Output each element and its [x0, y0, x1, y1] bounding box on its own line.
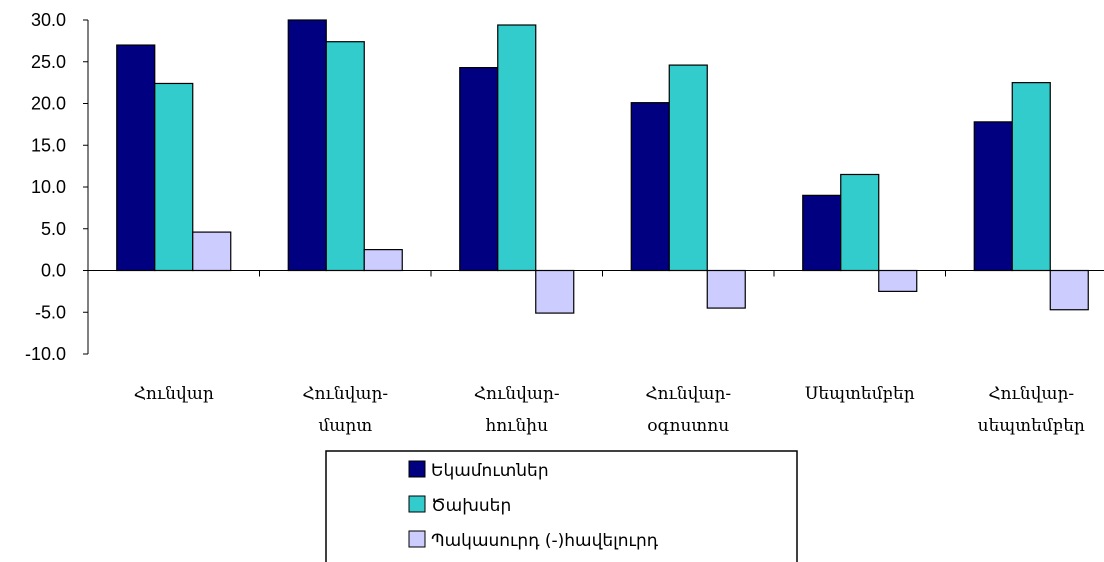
legend-swatch	[408, 530, 426, 548]
x-category-label: Հունվար-	[645, 384, 731, 404]
y-tick-label: 30.0	[31, 10, 66, 30]
bar-1-2	[287, 19, 327, 272]
x-axis-labels: Հունվար Հունվար-մարտ Հունվար-հունիս Հունվար…	[134, 384, 1085, 436]
bar-3-3	[535, 269, 575, 314]
x-category-label: մարտ	[318, 416, 372, 436]
y-tick-label: 15.0	[31, 135, 66, 155]
bar-3-4	[706, 269, 746, 309]
x-category-label: Սեպտեմբեր	[805, 384, 915, 404]
bar-3-1	[192, 231, 232, 272]
bar-1-1	[116, 44, 156, 272]
x-category-label: սեպտեմբեր	[978, 416, 1085, 436]
bar-1-6	[973, 121, 1013, 272]
y-tick-label: 0.0	[41, 261, 66, 281]
legend-label: Եկամուտներ	[431, 461, 549, 481]
y-tick-label: 20.0	[31, 94, 66, 114]
bar-2-2	[325, 41, 365, 272]
y-tick-label: 5.0	[41, 219, 66, 239]
bar-2-5	[840, 173, 880, 272]
legend-swatch	[408, 460, 426, 478]
y-tick-label: -5.0	[35, 302, 66, 322]
chart-axes	[87, 20, 1104, 354]
y-axis-ticks: 30.0 25.0 20.0 15.0 10.0 5.0 0.0 -5.0 -10.0	[25, 10, 88, 364]
y-tick-label: -10.0	[25, 344, 66, 364]
chart-bars	[116, 19, 1089, 314]
bar-2-4	[668, 64, 708, 272]
bar-2-3	[497, 24, 537, 272]
bar-1-3	[459, 66, 499, 272]
legend-label: Ծախսեր	[431, 496, 511, 516]
x-category-label: Հունվար	[134, 384, 214, 404]
y-tick-label: 25.0	[31, 52, 66, 72]
y-tick-label: 10.0	[31, 177, 66, 197]
bar-3-2	[363, 249, 403, 272]
x-category-label: Հունվար-	[988, 384, 1074, 404]
bar-3-6	[1049, 269, 1089, 311]
bar-1-5	[802, 194, 842, 272]
x-category-label: օգոստոս	[647, 416, 729, 436]
legend: Եկամուտներ Ծախսեր Պակասուրդ (-)հավելուրդ	[325, 450, 798, 562]
x-category-label: Հունվար-	[302, 384, 388, 404]
legend-swatch	[408, 495, 426, 513]
legend-box	[325, 450, 798, 562]
bar-2-6	[1011, 82, 1051, 272]
x-category-label: Հունվար-	[474, 384, 560, 404]
legend-label: Պակասուրդ (-)հավելուրդ	[431, 531, 659, 551]
bar-2-1	[154, 82, 194, 272]
bar-3-5	[878, 269, 918, 292]
bar-1-4	[630, 102, 670, 272]
x-category-label: հունիս	[485, 416, 548, 436]
